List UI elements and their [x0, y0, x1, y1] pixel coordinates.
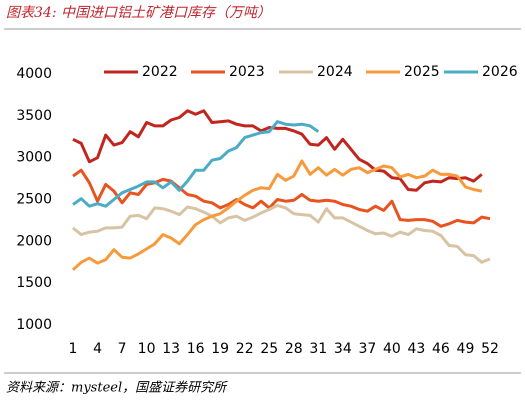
- series-line: [72, 109, 483, 192]
- x-tick-label: 37: [358, 341, 376, 357]
- y-tick-label: 2000: [16, 233, 52, 249]
- y-tick-label: 1500: [16, 275, 52, 291]
- x-tick-label: 28: [285, 341, 303, 357]
- legend-label: 2024: [317, 64, 353, 80]
- x-tick-label: 1: [69, 341, 78, 357]
- source: 资料来源：mysteel，国盛证券研究所: [6, 380, 228, 396]
- x-tick-label: 19: [211, 341, 229, 357]
- y-tick-label: 1000: [16, 317, 52, 333]
- y-tick-label: 2500: [16, 192, 52, 208]
- x-tick-label: 22: [236, 341, 254, 357]
- legend-label: 2023: [229, 64, 265, 80]
- x-tick-label: 10: [138, 341, 156, 357]
- x-tick-label: 52: [481, 341, 499, 357]
- legend-label: 2025: [404, 64, 440, 80]
- y-tick-label: 3500: [16, 108, 52, 124]
- y-tick-label: 3000: [16, 150, 52, 166]
- x-tick-label: 49: [457, 341, 475, 357]
- y-tick-label: 4000: [16, 66, 52, 82]
- x-tick-label: 34: [334, 341, 352, 357]
- legend-label: 2026: [482, 64, 518, 80]
- chart-title: 图表34: 中国进口铝土矿港口库存（万吨）: [6, 5, 271, 21]
- x-tick-label: 40: [383, 341, 401, 357]
- x-tick-label: 46: [432, 341, 450, 357]
- x-tick-label: 4: [93, 341, 102, 357]
- x-tick-label: 7: [118, 341, 127, 357]
- x-tick-label: 13: [162, 341, 180, 357]
- series-line: [72, 203, 491, 264]
- x-tick-label: 43: [407, 341, 425, 357]
- series-line: [71, 159, 483, 271]
- series-line: [72, 168, 491, 228]
- legend-label: 2022: [142, 64, 178, 80]
- series-line: [72, 120, 320, 208]
- x-tick-label: 25: [260, 341, 278, 357]
- x-tick-label: 31: [309, 341, 327, 357]
- x-tick-label: 16: [187, 341, 205, 357]
